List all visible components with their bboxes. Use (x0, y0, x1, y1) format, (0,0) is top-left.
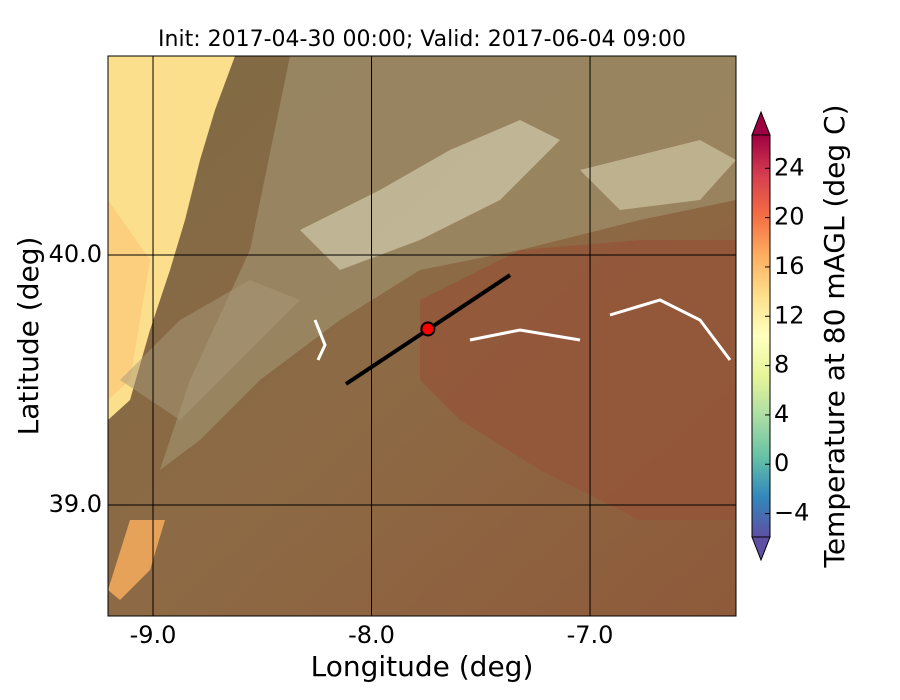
colorbar-tick-label: 4 (774, 400, 789, 428)
colorbar-tick-label: 16 (774, 252, 805, 280)
terrain (108, 56, 736, 616)
location-marker (420, 321, 436, 337)
colorbar-tick-label: 24 (774, 153, 805, 181)
x-tick-label: -7.0 (567, 621, 614, 649)
y-tick-label: 40.0 (49, 240, 102, 268)
x-axis-label: Longitude (deg) (311, 650, 534, 683)
colorbar-tick-label: 12 (774, 301, 805, 329)
x-tick-label: -8.0 (348, 621, 395, 649)
colorbar-tick-label: −4 (774, 499, 809, 527)
y-axis-label: Latitude (deg) (12, 237, 45, 436)
colorbar (751, 134, 771, 538)
plot-frame (107, 55, 737, 617)
x-tick-label: -9.0 (130, 621, 177, 649)
colorbar-tick-label: 0 (774, 449, 789, 477)
colorbar-tick-label: 8 (774, 351, 789, 379)
title: Init: 2017-04-30 00:00; Valid: 2017-06-0… (158, 27, 686, 52)
y-tick-label: 39.0 (49, 490, 102, 518)
colorbar-label: Temperature at 80 mAGL (deg C) (818, 104, 851, 568)
colorbar-extend-top (751, 110, 771, 136)
colorbar-extend-bottom (751, 536, 771, 562)
colorbar-tick-label: 20 (774, 203, 805, 231)
